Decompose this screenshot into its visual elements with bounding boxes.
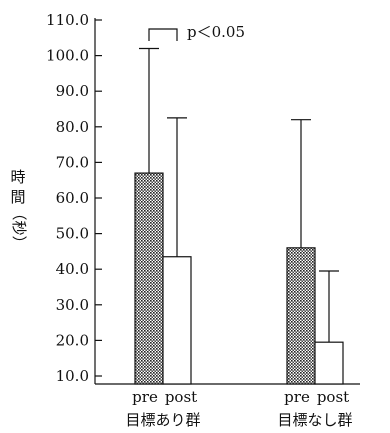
y-tick-label: 20.0 — [56, 331, 89, 349]
significance-bracket — [148, 28, 178, 41]
y-label-char: 間 — [10, 188, 25, 206]
y-label-char: 時 — [10, 168, 25, 186]
bar-pre — [134, 172, 164, 385]
y-axis-label: 時間（秒） — [10, 168, 28, 251]
x-category-label: pre — [284, 388, 310, 406]
y-tick-label: 80.0 — [56, 118, 89, 136]
group-label: 目標あり群 — [125, 411, 200, 429]
y-tick-label: 50.0 — [56, 225, 89, 243]
x-category-label: post — [165, 388, 197, 406]
bar-pre — [286, 247, 316, 385]
group-label: 目標なし群 — [277, 411, 352, 429]
p-value-label: p＜0.05 — [187, 23, 245, 41]
x-category-label: pre — [132, 388, 158, 406]
significance-annotation: p＜0.05 — [148, 23, 245, 41]
y-tick-label: 40.0 — [56, 260, 89, 278]
y-tick-label: 90.0 — [56, 82, 89, 100]
y-tick-label: 10.0 — [56, 367, 89, 385]
bar-post — [162, 256, 192, 385]
x-category-label: post — [317, 388, 349, 406]
bars — [95, 47, 360, 385]
y-label-unit: （秒） — [10, 205, 28, 250]
y-axis: 110.0 100.0 90.0 80.0 70.0 60.0 50.0 40.0 30.0 20… — [46, 11, 102, 385]
y-tick-label: 110.0 — [46, 11, 89, 29]
bar-post — [314, 341, 344, 385]
y-tick-label: 70.0 — [56, 153, 89, 171]
y-tick-label: 30.0 — [56, 296, 89, 314]
y-tick-label: 100.0 — [46, 47, 89, 65]
y-tick-label: 60.0 — [56, 189, 89, 207]
